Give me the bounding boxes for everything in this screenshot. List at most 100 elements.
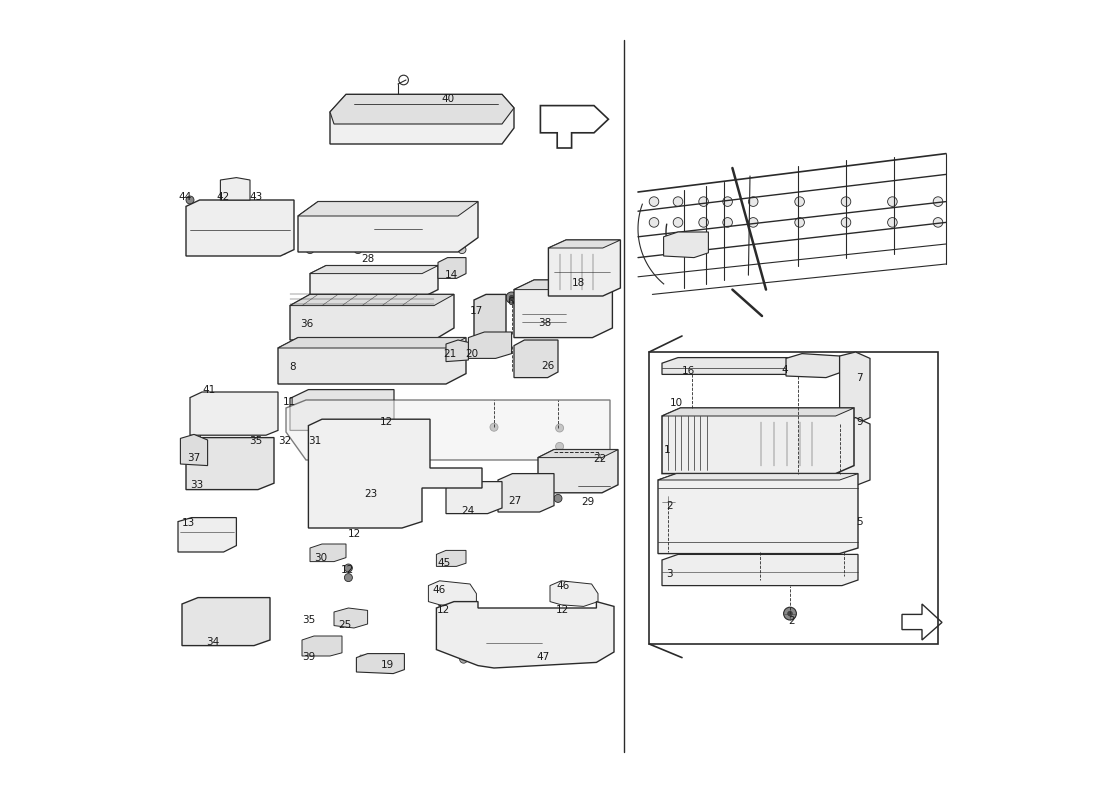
Text: 4: 4: [782, 366, 789, 375]
Circle shape: [488, 495, 496, 503]
Bar: [307, 361, 328, 370]
Circle shape: [267, 428, 273, 433]
Bar: [329, 371, 350, 381]
Circle shape: [506, 292, 517, 303]
Text: 37: 37: [187, 453, 200, 462]
Polygon shape: [446, 482, 502, 514]
Polygon shape: [278, 338, 466, 348]
Polygon shape: [514, 280, 613, 338]
Circle shape: [649, 218, 659, 227]
Circle shape: [666, 544, 674, 552]
Polygon shape: [180, 434, 208, 466]
Bar: [344, 414, 364, 426]
Circle shape: [788, 611, 792, 616]
Polygon shape: [278, 338, 466, 384]
Circle shape: [690, 366, 695, 370]
Circle shape: [458, 246, 466, 254]
Bar: [374, 371, 395, 381]
Circle shape: [186, 196, 194, 204]
Bar: [234, 446, 245, 486]
Polygon shape: [658, 474, 858, 480]
Text: 12: 12: [341, 566, 354, 575]
Text: 38: 38: [538, 318, 551, 328]
Bar: [760, 420, 827, 468]
Circle shape: [723, 218, 733, 227]
Bar: [543, 462, 572, 488]
Circle shape: [649, 197, 659, 206]
Circle shape: [194, 203, 199, 210]
Text: 34: 34: [206, 637, 219, 646]
Polygon shape: [438, 258, 466, 278]
Text: 2: 2: [666, 501, 672, 510]
Text: 12: 12: [348, 530, 361, 539]
Circle shape: [933, 218, 943, 227]
Text: 24: 24: [461, 506, 474, 516]
Text: 12: 12: [381, 418, 394, 427]
Circle shape: [723, 197, 733, 206]
Circle shape: [196, 400, 200, 405]
Text: 9: 9: [856, 418, 862, 427]
Bar: [522, 294, 566, 334]
Text: 44: 44: [178, 192, 191, 202]
Polygon shape: [549, 240, 620, 296]
Bar: [191, 446, 202, 486]
Text: 40: 40: [442, 94, 455, 104]
Polygon shape: [310, 544, 346, 562]
Circle shape: [756, 544, 763, 552]
Polygon shape: [308, 419, 482, 528]
Bar: [320, 414, 340, 426]
Circle shape: [422, 289, 429, 295]
Text: 18: 18: [571, 278, 584, 288]
Text: 26: 26: [541, 362, 554, 371]
Text: 28: 28: [361, 254, 374, 264]
Polygon shape: [514, 340, 558, 378]
Polygon shape: [514, 280, 613, 290]
Polygon shape: [474, 294, 506, 340]
Text: 3: 3: [666, 570, 672, 579]
Text: 12: 12: [437, 605, 450, 614]
Polygon shape: [310, 266, 438, 298]
Circle shape: [532, 368, 539, 374]
Circle shape: [518, 368, 525, 374]
Bar: [220, 446, 231, 486]
Polygon shape: [298, 202, 478, 252]
Circle shape: [267, 400, 273, 405]
Polygon shape: [662, 408, 854, 474]
Circle shape: [848, 404, 857, 412]
Circle shape: [807, 365, 811, 368]
Circle shape: [556, 442, 563, 450]
Text: 39: 39: [301, 652, 315, 662]
Circle shape: [554, 482, 562, 490]
Text: 16: 16: [682, 366, 695, 376]
Polygon shape: [662, 358, 824, 374]
Text: 20: 20: [465, 349, 478, 358]
Text: 5: 5: [856, 517, 862, 526]
Bar: [206, 446, 217, 486]
Polygon shape: [550, 581, 598, 606]
Text: 22: 22: [593, 454, 606, 464]
Polygon shape: [290, 294, 454, 340]
Polygon shape: [290, 294, 454, 306]
Polygon shape: [549, 240, 620, 248]
Polygon shape: [839, 418, 870, 486]
Circle shape: [888, 197, 898, 206]
Polygon shape: [186, 438, 274, 490]
Text: 12: 12: [557, 605, 570, 614]
Bar: [396, 361, 417, 370]
Circle shape: [666, 500, 671, 505]
Polygon shape: [334, 608, 367, 628]
Polygon shape: [310, 266, 438, 274]
Bar: [285, 350, 305, 360]
Bar: [504, 478, 536, 509]
Circle shape: [842, 218, 850, 227]
Circle shape: [795, 218, 804, 227]
Circle shape: [840, 544, 848, 552]
Text: 27: 27: [508, 496, 521, 506]
Polygon shape: [437, 550, 466, 566]
Bar: [486, 622, 534, 662]
Polygon shape: [446, 340, 469, 362]
Bar: [382, 229, 430, 246]
Circle shape: [509, 295, 514, 300]
Bar: [352, 361, 373, 370]
Polygon shape: [469, 332, 512, 358]
